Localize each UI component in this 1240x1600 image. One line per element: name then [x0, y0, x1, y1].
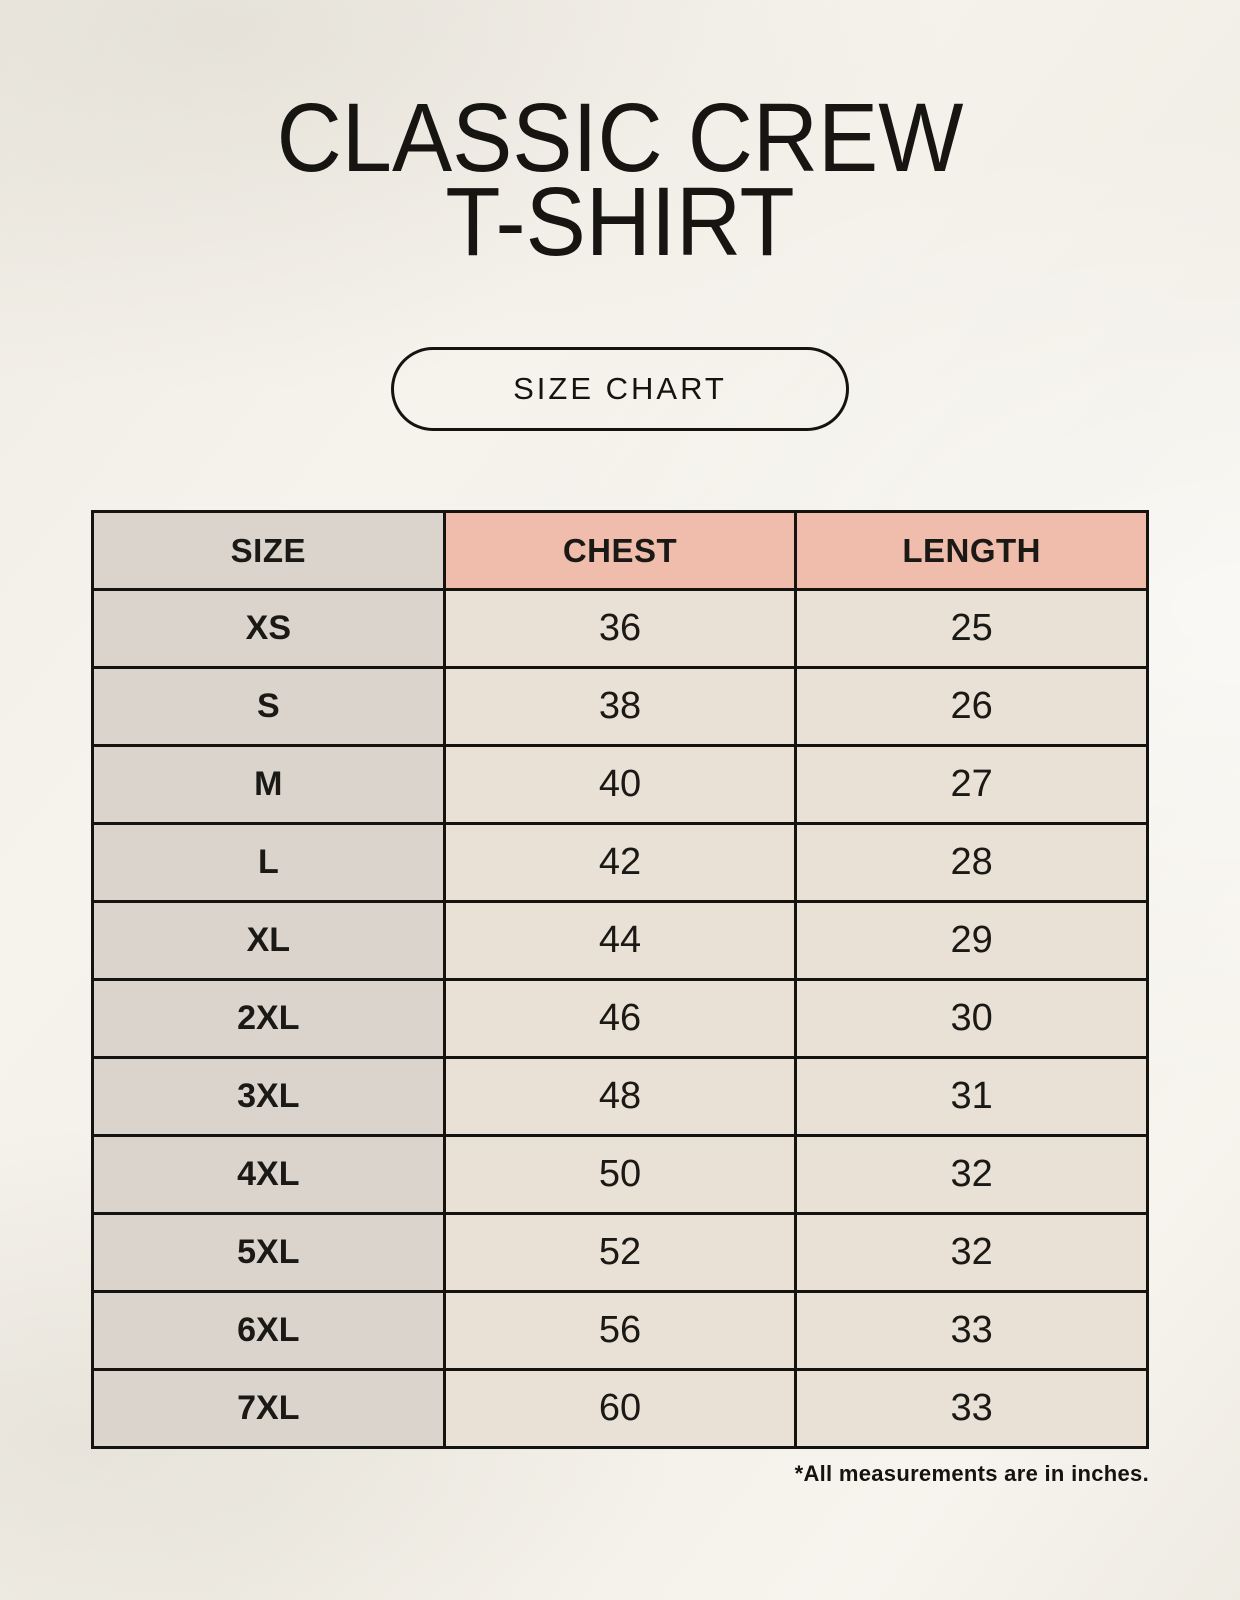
length-cell: 30: [794, 978, 1149, 1059]
size-cell: L: [91, 822, 446, 903]
table-row: XS 36 25: [91, 588, 1149, 669]
size-table: SIZE CHEST LENGTH XS 36 25 S 38 26 M 40 …: [91, 510, 1149, 1449]
table-row: 5XL 52 32: [91, 1212, 1149, 1293]
length-cell: 32: [794, 1134, 1149, 1215]
page-title: CLASSIC CREW T-SHIRT: [0, 0, 1240, 276]
length-cell: 31: [794, 1056, 1149, 1137]
chest-cell: 40: [442, 744, 798, 825]
size-chart-badge: SIZE CHART: [391, 347, 849, 431]
table-row: M 40 27: [91, 744, 1149, 825]
size-chart-badge-label: SIZE CHART: [513, 371, 727, 406]
length-cell: 27: [794, 744, 1149, 825]
size-cell: 5XL: [91, 1212, 446, 1293]
chest-cell: 56: [442, 1290, 798, 1371]
badge-row: SIZE CHART: [0, 347, 1240, 431]
chest-cell: 44: [442, 900, 798, 981]
chest-cell: 52: [442, 1212, 798, 1293]
table-row: S 38 26: [91, 666, 1149, 747]
column-header-size: SIZE: [91, 510, 446, 591]
length-cell: 33: [794, 1368, 1149, 1449]
length-cell: 33: [794, 1290, 1149, 1371]
table-row: 7XL 60 33: [91, 1368, 1149, 1449]
chest-cell: 48: [442, 1056, 798, 1137]
size-cell: 6XL: [91, 1290, 446, 1371]
chest-cell: 46: [442, 978, 798, 1059]
table-row: L 42 28: [91, 822, 1149, 903]
size-cell: XL: [91, 900, 446, 981]
title-line-2: T-SHIRT: [445, 167, 795, 276]
table-row: 6XL 56 33: [91, 1290, 1149, 1371]
chest-cell: 42: [442, 822, 798, 903]
chest-cell: 60: [442, 1368, 798, 1449]
length-cell: 26: [794, 666, 1149, 747]
table-row: 4XL 50 32: [91, 1134, 1149, 1215]
length-cell: 25: [794, 588, 1149, 669]
measurements-note: *All measurements are in inches.: [794, 1461, 1149, 1486]
size-cell: XS: [91, 588, 446, 669]
table-row: 2XL 46 30: [91, 978, 1149, 1059]
chest-cell: 50: [442, 1134, 798, 1215]
size-cell: 4XL: [91, 1134, 446, 1215]
size-cell: S: [91, 666, 446, 747]
size-cell: 7XL: [91, 1368, 446, 1449]
column-header-chest: CHEST: [442, 510, 798, 591]
chest-cell: 36: [442, 588, 798, 669]
size-cell: 3XL: [91, 1056, 446, 1137]
column-header-length: LENGTH: [794, 510, 1149, 591]
size-cell: M: [91, 744, 446, 825]
length-cell: 32: [794, 1212, 1149, 1293]
title-line-1: CLASSIC CREW: [276, 83, 964, 192]
length-cell: 29: [794, 900, 1149, 981]
length-cell: 28: [794, 822, 1149, 903]
table-header-row: SIZE CHEST LENGTH: [91, 510, 1149, 591]
table-row: XL 44 29: [91, 900, 1149, 981]
table-row: 3XL 48 31: [91, 1056, 1149, 1137]
chest-cell: 38: [442, 666, 798, 747]
size-cell: 2XL: [91, 978, 446, 1059]
